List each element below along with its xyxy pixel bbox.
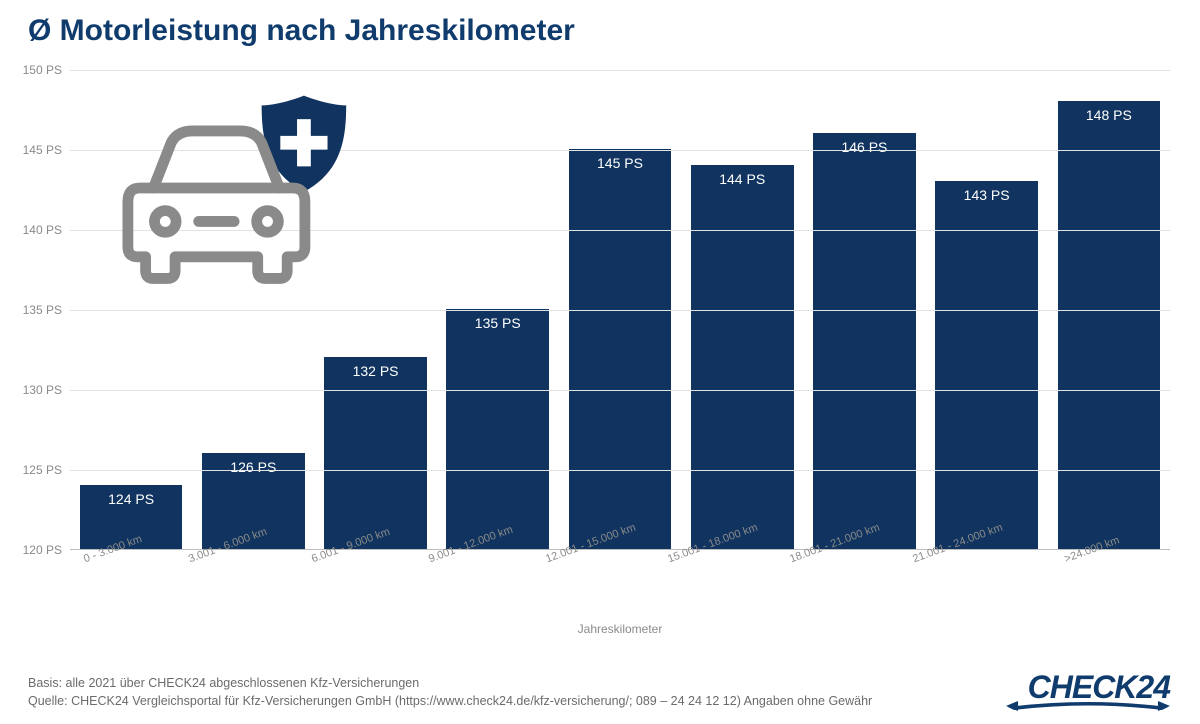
bar: 135 PS [446, 309, 549, 549]
xlabel-slot: 15.001 - 18.000 km [681, 554, 803, 614]
bar: 143 PS [935, 181, 1038, 549]
chart-area: 124 PS 126 PS 132 PS 135 PS 145 PS 144 PS 146 … [70, 62, 1170, 602]
xlabel-slot: 0 - 3.000 km [70, 554, 192, 614]
logo-swoosh-icon [1006, 699, 1170, 711]
bar-value-label: 148 PS [1058, 107, 1161, 123]
chart-title: Ø Motorleistung nach Jahreskilometer [28, 14, 575, 48]
xlabel-slot: 21.001 - 24.000 km [926, 554, 1048, 614]
bar-value-label: 132 PS [324, 363, 427, 379]
bar-value-label: 135 PS [446, 315, 549, 331]
xlabel-slot: 3.001 - 6.000 km [192, 554, 314, 614]
ytick-label: 130 PS [2, 383, 62, 397]
xlabel-slot: 6.001 - 9.000 km [314, 554, 436, 614]
gridline [70, 470, 1170, 471]
footer-text: Basis: alle 2021 über CHECK24 abgeschlos… [28, 674, 872, 710]
ytick-label: 120 PS [2, 543, 62, 557]
bar-value-label: 144 PS [691, 171, 794, 187]
gridline [70, 230, 1170, 231]
xlabel-slot: 9.001 - 12.000 km [437, 554, 559, 614]
ytick-label: 135 PS [2, 303, 62, 317]
plot-region: 124 PS 126 PS 132 PS 135 PS 145 PS 144 PS 146 … [70, 70, 1170, 550]
bar: 146 PS [813, 133, 916, 549]
xaxis-title: Jahreskilometer [70, 622, 1170, 636]
ytick-label: 150 PS [2, 63, 62, 77]
footer-line-1: Basis: alle 2021 über CHECK24 abgeschlos… [28, 674, 872, 692]
bar-value-label: 126 PS [202, 459, 305, 475]
bar-value-label: 145 PS [569, 155, 672, 171]
ytick-label: 140 PS [2, 223, 62, 237]
ytick-label: 145 PS [2, 143, 62, 157]
gridline [70, 70, 1170, 71]
bar: 148 PS [1058, 101, 1161, 549]
bar: 144 PS [691, 165, 794, 549]
gridline [70, 390, 1170, 391]
xlabels-container: 0 - 3.000 km3.001 - 6.000 km6.001 - 9.00… [70, 554, 1170, 614]
bar-value-label: 143 PS [935, 187, 1038, 203]
bar: 145 PS [569, 149, 672, 549]
xlabel-slot: 12.001 - 15.000 km [559, 554, 681, 614]
bar: 132 PS [324, 357, 427, 549]
ytick-label: 125 PS [2, 463, 62, 477]
xlabel-slot: >24.000 km [1048, 554, 1170, 614]
gridline [70, 310, 1170, 311]
gridline [70, 150, 1170, 151]
xlabel-slot: 18.001 - 21.000 km [803, 554, 925, 614]
bar-value-label: 124 PS [80, 491, 183, 507]
footer-line-2: Quelle: CHECK24 Vergleichsportal für Kfz… [28, 692, 872, 710]
bar-value-label: 146 PS [813, 139, 916, 155]
